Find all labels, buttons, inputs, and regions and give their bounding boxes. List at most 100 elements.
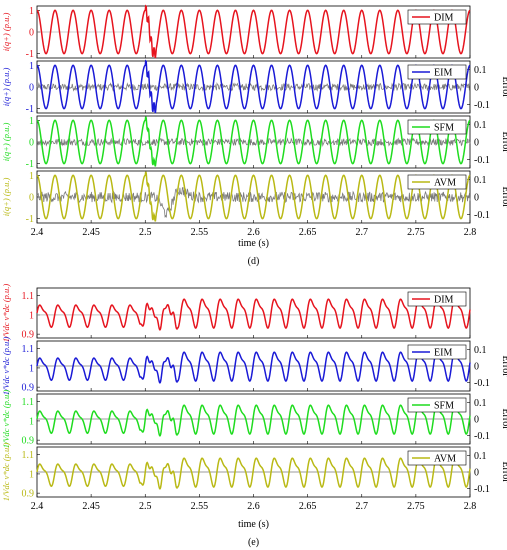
legend-label: DIM: [434, 13, 454, 24]
y-tick-label: 1: [29, 116, 34, 127]
error-tick-label: -0.1: [474, 431, 490, 442]
x-axis-label: time (s): [238, 519, 269, 530]
error-trace: [36, 81, 471, 92]
y-axis-label: 1/Vdc v*dc (p.u.): [1, 284, 11, 343]
legend-eim: EIM: [407, 344, 467, 360]
legend-label: EIM: [434, 348, 452, 359]
y-axis-label: i(q+) (p.u.): [1, 13, 11, 52]
panel-avm: 1.1 1 0.9 1/Vdc v*dc (p.u.) 0.1 0 -0.1 Error AVM…: [1, 443, 507, 512]
x-tick-label: 2.5: [139, 227, 152, 238]
error-tick-label: -0.1: [474, 210, 490, 221]
y-tick-label: 0.9: [22, 330, 35, 341]
y-tick-label: 0: [29, 193, 34, 204]
error-axis-label: Error: [500, 186, 507, 208]
x-tick-label: 2.4: [31, 501, 44, 512]
legend-label: SFM: [434, 401, 454, 412]
legend-dim: DIM: [407, 9, 467, 25]
legend-avm: AVM: [407, 450, 467, 466]
series-line-dim: [36, 298, 471, 331]
error-tick-label: 0: [474, 468, 479, 479]
x-tick-label: 2.8: [464, 227, 477, 238]
legend-box: [407, 397, 467, 413]
y-axis-label: 1/Vdc v*dc (p.u.): [1, 337, 11, 396]
error-axis-label: Error: [500, 76, 507, 98]
y-tick-label: 1: [29, 310, 34, 321]
series-line-eim: [36, 59, 471, 114]
error-axis-label: Error: [500, 461, 507, 483]
error-tick-label: -0.1: [474, 484, 490, 495]
legend-box: [407, 344, 467, 360]
series-line-dim: [36, 4, 471, 59]
error-tick-label: 0: [474, 362, 479, 373]
y-tick-label: -1: [26, 104, 34, 115]
legend-box: [407, 174, 467, 190]
x-tick-label: 2.6: [247, 501, 260, 512]
x-tick-label: 2.55: [191, 227, 209, 238]
x-tick-label: 2.45: [82, 227, 100, 238]
x-tick-label: 2.5: [139, 501, 152, 512]
legend-sfm: SFM: [407, 397, 467, 413]
legend-label: SFM: [434, 123, 454, 134]
x-tick-label: 2.75: [407, 501, 425, 512]
x-tick-label: 2.7: [356, 227, 369, 238]
legend-box: [407, 9, 467, 25]
series-line-eim: [36, 351, 471, 384]
y-tick-label: 1: [29, 171, 34, 182]
error-tick-label: 0: [474, 415, 479, 426]
legend-avm: AVM: [407, 174, 467, 190]
x-tick-label: 2.45: [82, 501, 100, 512]
error-axis-label: Error: [500, 131, 507, 153]
error-tick-label: 0.1: [474, 175, 487, 186]
error-tick-label: 0.1: [474, 398, 487, 409]
y-tick-label: 0.9: [22, 436, 35, 447]
x-tick-label: 2.55: [191, 501, 209, 512]
y-tick-label: 1: [29, 6, 34, 17]
y-axis-label: i(q+) (p.u.): [1, 178, 11, 217]
legend-label: EIM: [434, 68, 452, 79]
error-trace: [36, 137, 471, 147]
legend-label: AVM: [434, 454, 456, 465]
legend-label: AVM: [434, 178, 456, 189]
error-tick-label: -0.1: [474, 378, 490, 389]
error-trace: [36, 187, 471, 218]
chart-d: 1 0 -1 i(q+) (p.u.) DIM 1 0 -1 i(q+) (p.u.) 0.1 0 -…: [1, 4, 507, 267]
panel-dim: 1.1 1 0.9 1/Vdc v*dc (p.u.) DIM: [1, 284, 471, 343]
error-tick-label: -0.1: [474, 100, 490, 111]
y-tick-label: 1: [29, 61, 34, 72]
y-axis-label: i(q+) (p.u.): [1, 123, 11, 162]
y-tick-label: 0.9: [22, 489, 35, 500]
panel-avm: 1 0 -1 i(q+) (p.u.) 0.1 0 -0.1 Error AVM 2.4 2.45 2…: [1, 170, 507, 238]
y-tick-label: 0.9: [22, 383, 35, 394]
subfigure-caption: (e): [248, 537, 259, 548]
y-tick-label: 1.1: [22, 344, 35, 355]
x-tick-label: 2.7: [356, 501, 369, 512]
y-tick-label: 1.1: [22, 291, 35, 302]
series-line-avm: [36, 457, 471, 490]
x-tick-label: 2.65: [299, 227, 317, 238]
error-tick-label: 0.1: [474, 451, 487, 462]
legend-label: DIM: [434, 295, 454, 306]
x-tick-label: 2.75: [407, 227, 425, 238]
y-tick-label: 1: [29, 469, 34, 480]
y-tick-label: 0: [29, 83, 34, 94]
error-axis-label: Error: [500, 355, 507, 377]
x-tick-label: 2.65: [299, 501, 317, 512]
series-line-avm: [36, 171, 471, 222]
chart-e: 1.1 1 0.9 1/Vdc v*dc (p.u.) DIM 1.1 1 0.9 1/Vdc …: [1, 284, 507, 548]
error-tick-label: 0: [474, 138, 479, 149]
legend-eim: EIM: [407, 64, 467, 80]
panel-sfm: 1 0 -1 i(q+) (p.u.) 0.1 0 -0.1 Error SFM: [1, 115, 507, 170]
legend-box: [407, 64, 467, 80]
panel-eim: 1.1 1 0.9 1/Vdc v*dc (p.u.) 0.1 0 -0.1 Error EIM: [1, 337, 507, 396]
y-tick-label: -1: [26, 49, 34, 60]
error-tick-label: -0.1: [474, 155, 490, 166]
y-tick-label: 1: [29, 416, 34, 427]
y-axis-label: 1/Vdc v*dc (p.u.): [1, 390, 11, 449]
error-axis-label: Error: [500, 408, 507, 430]
legend-box: [407, 450, 467, 466]
y-tick-label: -1: [26, 159, 34, 170]
y-tick-label: 1: [29, 363, 34, 374]
panel-dim: 1 0 -1 i(q+) (p.u.) DIM: [1, 4, 471, 60]
error-tick-label: 0.1: [474, 345, 487, 356]
